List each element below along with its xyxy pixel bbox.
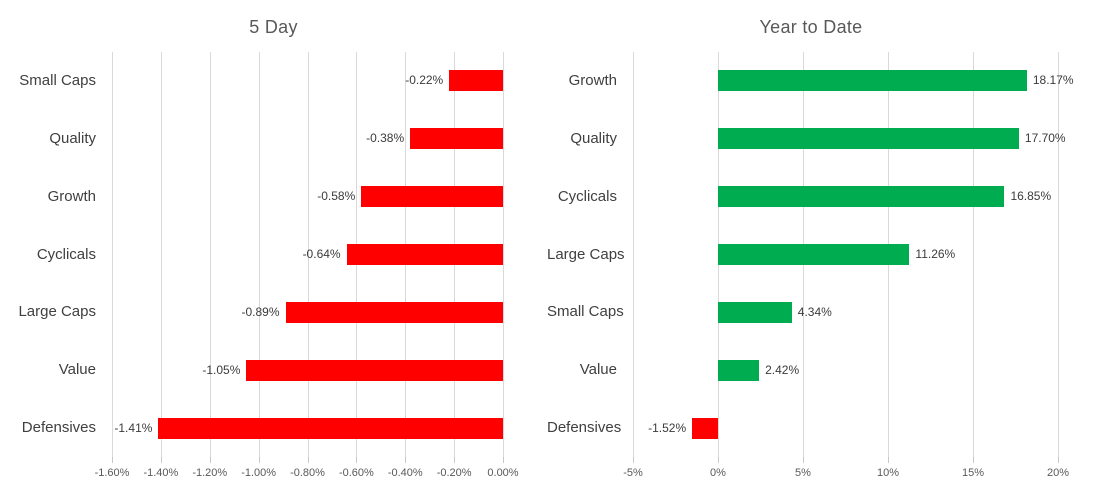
x-axis-tick: [405, 457, 407, 463]
category-label: Growth: [47, 187, 96, 205]
data-bar: [285, 301, 503, 323]
category-label: Defensives: [21, 419, 96, 437]
x-gridline: [209, 52, 211, 457]
category-label: Large Caps: [18, 303, 96, 321]
x-axis-tick-label: 0.00%: [487, 467, 519, 479]
x-axis-tick-label: 20%: [1046, 467, 1070, 479]
x-axis-tick-label: -1.20%: [192, 467, 228, 479]
chart-5-day: 5 Day -1.60% -1.40% -1.20% -1.00% -0.80% -0.6…: [0, 0, 547, 495]
value-label: -1.41%: [114, 420, 153, 435]
x-axis-tick: [718, 457, 719, 463]
data-bar: [158, 417, 503, 439]
x-gridline: [307, 52, 309, 457]
category-label: Defensives: [547, 419, 622, 437]
x-axis-tick: [356, 457, 358, 463]
data-bar: [718, 128, 1019, 150]
x-axis-tick: [633, 457, 634, 463]
x-axis-tick: [803, 457, 804, 463]
x-gridline: [258, 52, 260, 457]
x-gridline: [503, 52, 504, 457]
x-axis-tick: [503, 457, 504, 463]
category-label: Cyclicals: [557, 187, 617, 205]
x-gridline: [973, 52, 974, 457]
x-axis-tick-label: 15%: [961, 467, 985, 479]
value-label: 16.85%: [1010, 189, 1052, 204]
value-label: -1.52%: [648, 420, 687, 435]
x-axis-tick: [258, 457, 260, 463]
data-bar: [361, 186, 503, 208]
value-label: 18.17%: [1032, 73, 1074, 88]
data-bar: [346, 244, 503, 265]
x-axis-tick: [160, 457, 162, 463]
data-bar: [718, 186, 1005, 208]
category-label: Quality: [570, 129, 617, 147]
x-axis-tick: [1058, 457, 1059, 463]
x-gridline: [633, 52, 634, 457]
x-axis-tick-label: 5%: [795, 467, 811, 479]
value-label: 2.42%: [765, 362, 800, 377]
data-bar: [410, 128, 503, 150]
data-bar: [449, 70, 503, 92]
value-label: 4.34%: [797, 304, 832, 319]
data-bar: [692, 417, 718, 439]
x-axis-tick: [307, 457, 309, 463]
x-axis-tick-label: 10%: [876, 467, 900, 479]
value-label: -0.22%: [405, 73, 444, 88]
value-label: -0.89%: [241, 304, 280, 319]
category-label: Quality: [49, 129, 96, 147]
chart-year-to-date: Year to Date -5% 0% 5% 10% 15% 20% Growth 18.17…: [547, 0, 1075, 495]
category-label: Small Caps: [19, 71, 96, 89]
value-label: -0.38%: [366, 131, 405, 146]
data-bar: [718, 244, 910, 265]
x-axis-tick-label: 0%: [710, 467, 726, 479]
category-label: Value: [579, 361, 617, 379]
data-bar: [246, 359, 503, 381]
value-label: 11.26%: [915, 247, 956, 261]
category-label: Growth: [568, 71, 617, 89]
category-label: Large Caps: [547, 245, 625, 263]
x-axis-tick: [888, 457, 889, 463]
x-axis-tick-label: -5%: [623, 467, 643, 479]
data-bar: [718, 70, 1027, 92]
x-gridline: [160, 52, 162, 457]
x-axis-tick: [973, 457, 974, 463]
x-axis-tick: [454, 457, 456, 463]
x-axis-tick-label: -1.40%: [143, 467, 179, 479]
x-axis-tick-label: -0.20%: [436, 467, 472, 479]
x-gridline: [112, 52, 113, 457]
x-axis-tick-label: -1.00%: [241, 467, 277, 479]
category-label: Small Caps: [547, 303, 624, 321]
data-bar: [718, 359, 760, 381]
value-label: -0.58%: [317, 189, 356, 204]
x-axis-tick-label: -1.60%: [94, 467, 130, 479]
x-gridline: [1058, 52, 1059, 457]
data-bar: [718, 301, 792, 323]
category-label: Value: [58, 361, 96, 379]
chart-title-year-to-date: Year to Date: [759, 17, 863, 37]
x-axis-tick-label: -0.80%: [290, 467, 325, 479]
chart-title-5-day: 5 Day: [249, 17, 298, 37]
value-label: -0.64%: [302, 247, 341, 261]
category-label: Cyclicals: [36, 245, 96, 263]
value-label: 17.70%: [1024, 131, 1066, 146]
x-axis-tick: [112, 457, 113, 463]
x-axis-tick-label: -0.60%: [338, 467, 374, 479]
value-label: -1.05%: [202, 362, 241, 377]
x-axis-tick: [209, 457, 211, 463]
x-axis-tick-label: -0.40%: [387, 467, 423, 479]
